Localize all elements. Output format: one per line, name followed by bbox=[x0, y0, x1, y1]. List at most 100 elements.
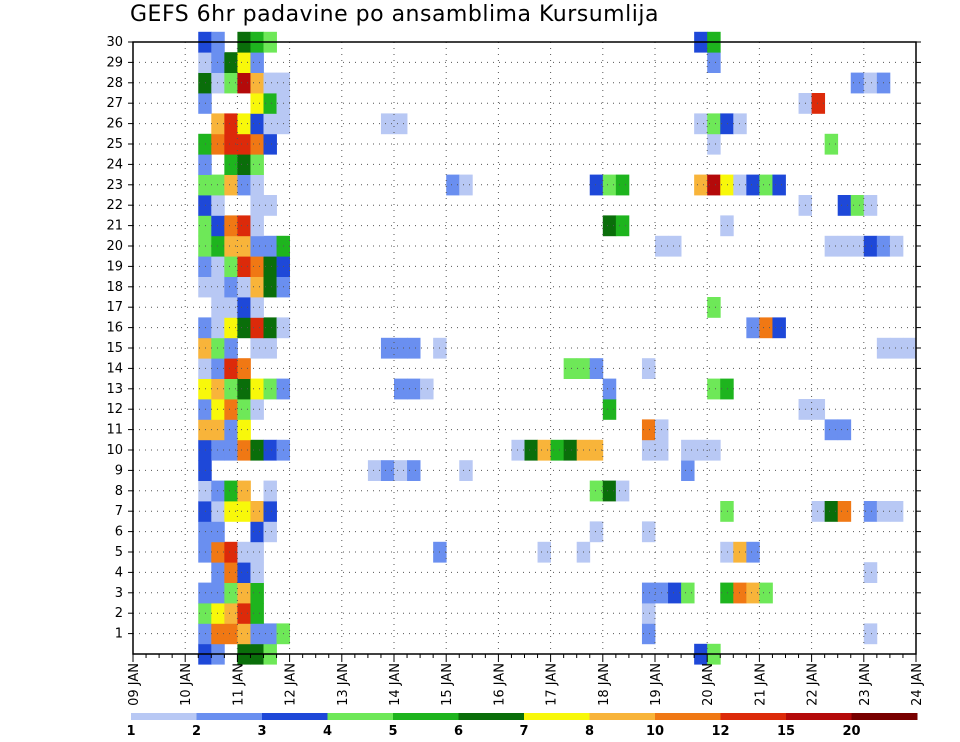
heatmap-cell bbox=[198, 603, 212, 624]
heatmap-cell bbox=[237, 297, 251, 318]
heatmap-cell bbox=[237, 603, 251, 624]
heatmap-cell bbox=[263, 480, 277, 502]
heatmap-cell bbox=[720, 582, 734, 604]
heatmap-cell bbox=[250, 562, 264, 583]
heatmap-cell bbox=[237, 399, 251, 420]
y-tick-label: 4 bbox=[115, 565, 123, 580]
heatmap-cell bbox=[198, 419, 212, 441]
heatmap-cell bbox=[263, 256, 277, 277]
heatmap-cell bbox=[237, 562, 251, 583]
heatmap-cell bbox=[263, 521, 277, 543]
heatmap-cell bbox=[394, 378, 408, 400]
heatmap-cell bbox=[198, 378, 212, 400]
heatmap-cell bbox=[420, 378, 434, 400]
heatmap-cell bbox=[198, 235, 212, 257]
heatmap-cell bbox=[707, 439, 721, 461]
heatmap-cell bbox=[211, 603, 225, 624]
heatmap-cell bbox=[224, 256, 238, 277]
heatmap-cell bbox=[733, 582, 747, 604]
heatmap-cell bbox=[237, 133, 251, 155]
colorbar-label: 15 bbox=[777, 724, 795, 739]
heatmap-cell bbox=[224, 154, 238, 175]
y-tick-label: 1 bbox=[115, 627, 123, 642]
heatmap-cell bbox=[889, 235, 904, 257]
heatmap-cell bbox=[707, 297, 721, 318]
heatmap-cell bbox=[198, 72, 212, 94]
heatmap-cell bbox=[211, 378, 225, 400]
heatmap-cell bbox=[537, 541, 551, 563]
heatmap-cell bbox=[211, 215, 225, 237]
x-tick-label: 09 JAN bbox=[127, 663, 142, 706]
heatmap-cell bbox=[615, 174, 630, 196]
heatmap-cell bbox=[224, 133, 238, 155]
heatmap-cell bbox=[263, 501, 277, 522]
heatmap-cell bbox=[250, 93, 264, 114]
heatmap-cell bbox=[211, 337, 225, 359]
heatmap-cell bbox=[759, 174, 773, 196]
colorbar-label: 1 bbox=[126, 724, 135, 739]
y-tick-label: 5 bbox=[115, 545, 123, 560]
heatmap-cell bbox=[250, 317, 264, 339]
heatmap-cell bbox=[681, 582, 695, 604]
heatmap-cell bbox=[198, 133, 212, 155]
heatmap-cell bbox=[263, 72, 277, 94]
heatmap-cell bbox=[863, 623, 878, 645]
y-tick-label: 14 bbox=[106, 361, 123, 376]
heatmap-cell bbox=[198, 256, 212, 277]
y-tick-label: 16 bbox=[106, 321, 123, 336]
heatmap-cell bbox=[863, 235, 878, 257]
heatmap-cell bbox=[237, 623, 251, 645]
x-tick-label: 23 JAN bbox=[858, 663, 873, 706]
colorbar-segment bbox=[131, 713, 197, 720]
heatmap-cell bbox=[694, 174, 708, 196]
heatmap-cell bbox=[863, 501, 878, 522]
colorbar-segment bbox=[458, 713, 525, 720]
heatmap-cell bbox=[211, 195, 225, 216]
colorbar-label: 7 bbox=[519, 724, 528, 739]
heatmap-cell bbox=[707, 133, 721, 155]
heatmap-cell bbox=[250, 154, 264, 175]
heatmap-cell bbox=[211, 113, 225, 135]
heatmap-cell bbox=[198, 215, 212, 237]
y-tick-label: 13 bbox=[106, 382, 123, 397]
heatmap-cell bbox=[237, 215, 251, 237]
heatmap-cell bbox=[733, 113, 747, 135]
heatmap-cell bbox=[380, 113, 395, 135]
heatmap-cell bbox=[263, 235, 277, 257]
heatmap-cell bbox=[459, 174, 473, 196]
heatmap-cell bbox=[263, 195, 277, 216]
heatmap-cell bbox=[198, 52, 212, 73]
heatmap-cell bbox=[250, 133, 264, 155]
heatmap-cell bbox=[224, 72, 238, 94]
heatmap-cell bbox=[850, 195, 865, 216]
heatmap-cell bbox=[367, 460, 382, 481]
heatmap-cell bbox=[198, 358, 212, 379]
heatmap-cell bbox=[746, 582, 760, 604]
heatmap-cell bbox=[250, 174, 264, 196]
heatmap-cell bbox=[602, 174, 617, 196]
heatmap-cell bbox=[250, 215, 264, 237]
y-tick-label: 17 bbox=[106, 300, 123, 315]
colorbar-label: 8 bbox=[585, 724, 594, 739]
x-tick-label: 14 JAN bbox=[388, 663, 403, 706]
colorbar-segment bbox=[655, 713, 721, 720]
heatmap-cell bbox=[720, 541, 734, 563]
heatmap-cell bbox=[824, 235, 839, 257]
heatmap-cell bbox=[837, 419, 852, 441]
heatmap-cell bbox=[850, 235, 865, 257]
y-tick-label: 11 bbox=[106, 423, 123, 438]
heatmap-cell bbox=[198, 195, 212, 216]
heatmap-cell bbox=[824, 501, 839, 522]
heatmap-cell bbox=[237, 174, 251, 196]
heatmap-cell bbox=[237, 72, 251, 94]
y-tick-label: 8 bbox=[115, 484, 123, 499]
y-tick-label: 25 bbox=[106, 137, 123, 152]
heatmap-cell bbox=[759, 582, 773, 604]
x-tick-label: 15 JAN bbox=[440, 663, 455, 706]
heatmap-cell bbox=[863, 562, 878, 583]
colorbar-label: 12 bbox=[711, 724, 729, 739]
heatmap-cell bbox=[224, 562, 238, 583]
heatmap-cell bbox=[733, 174, 747, 196]
heatmap-cell bbox=[615, 480, 630, 502]
heatmap-cell bbox=[224, 174, 238, 196]
